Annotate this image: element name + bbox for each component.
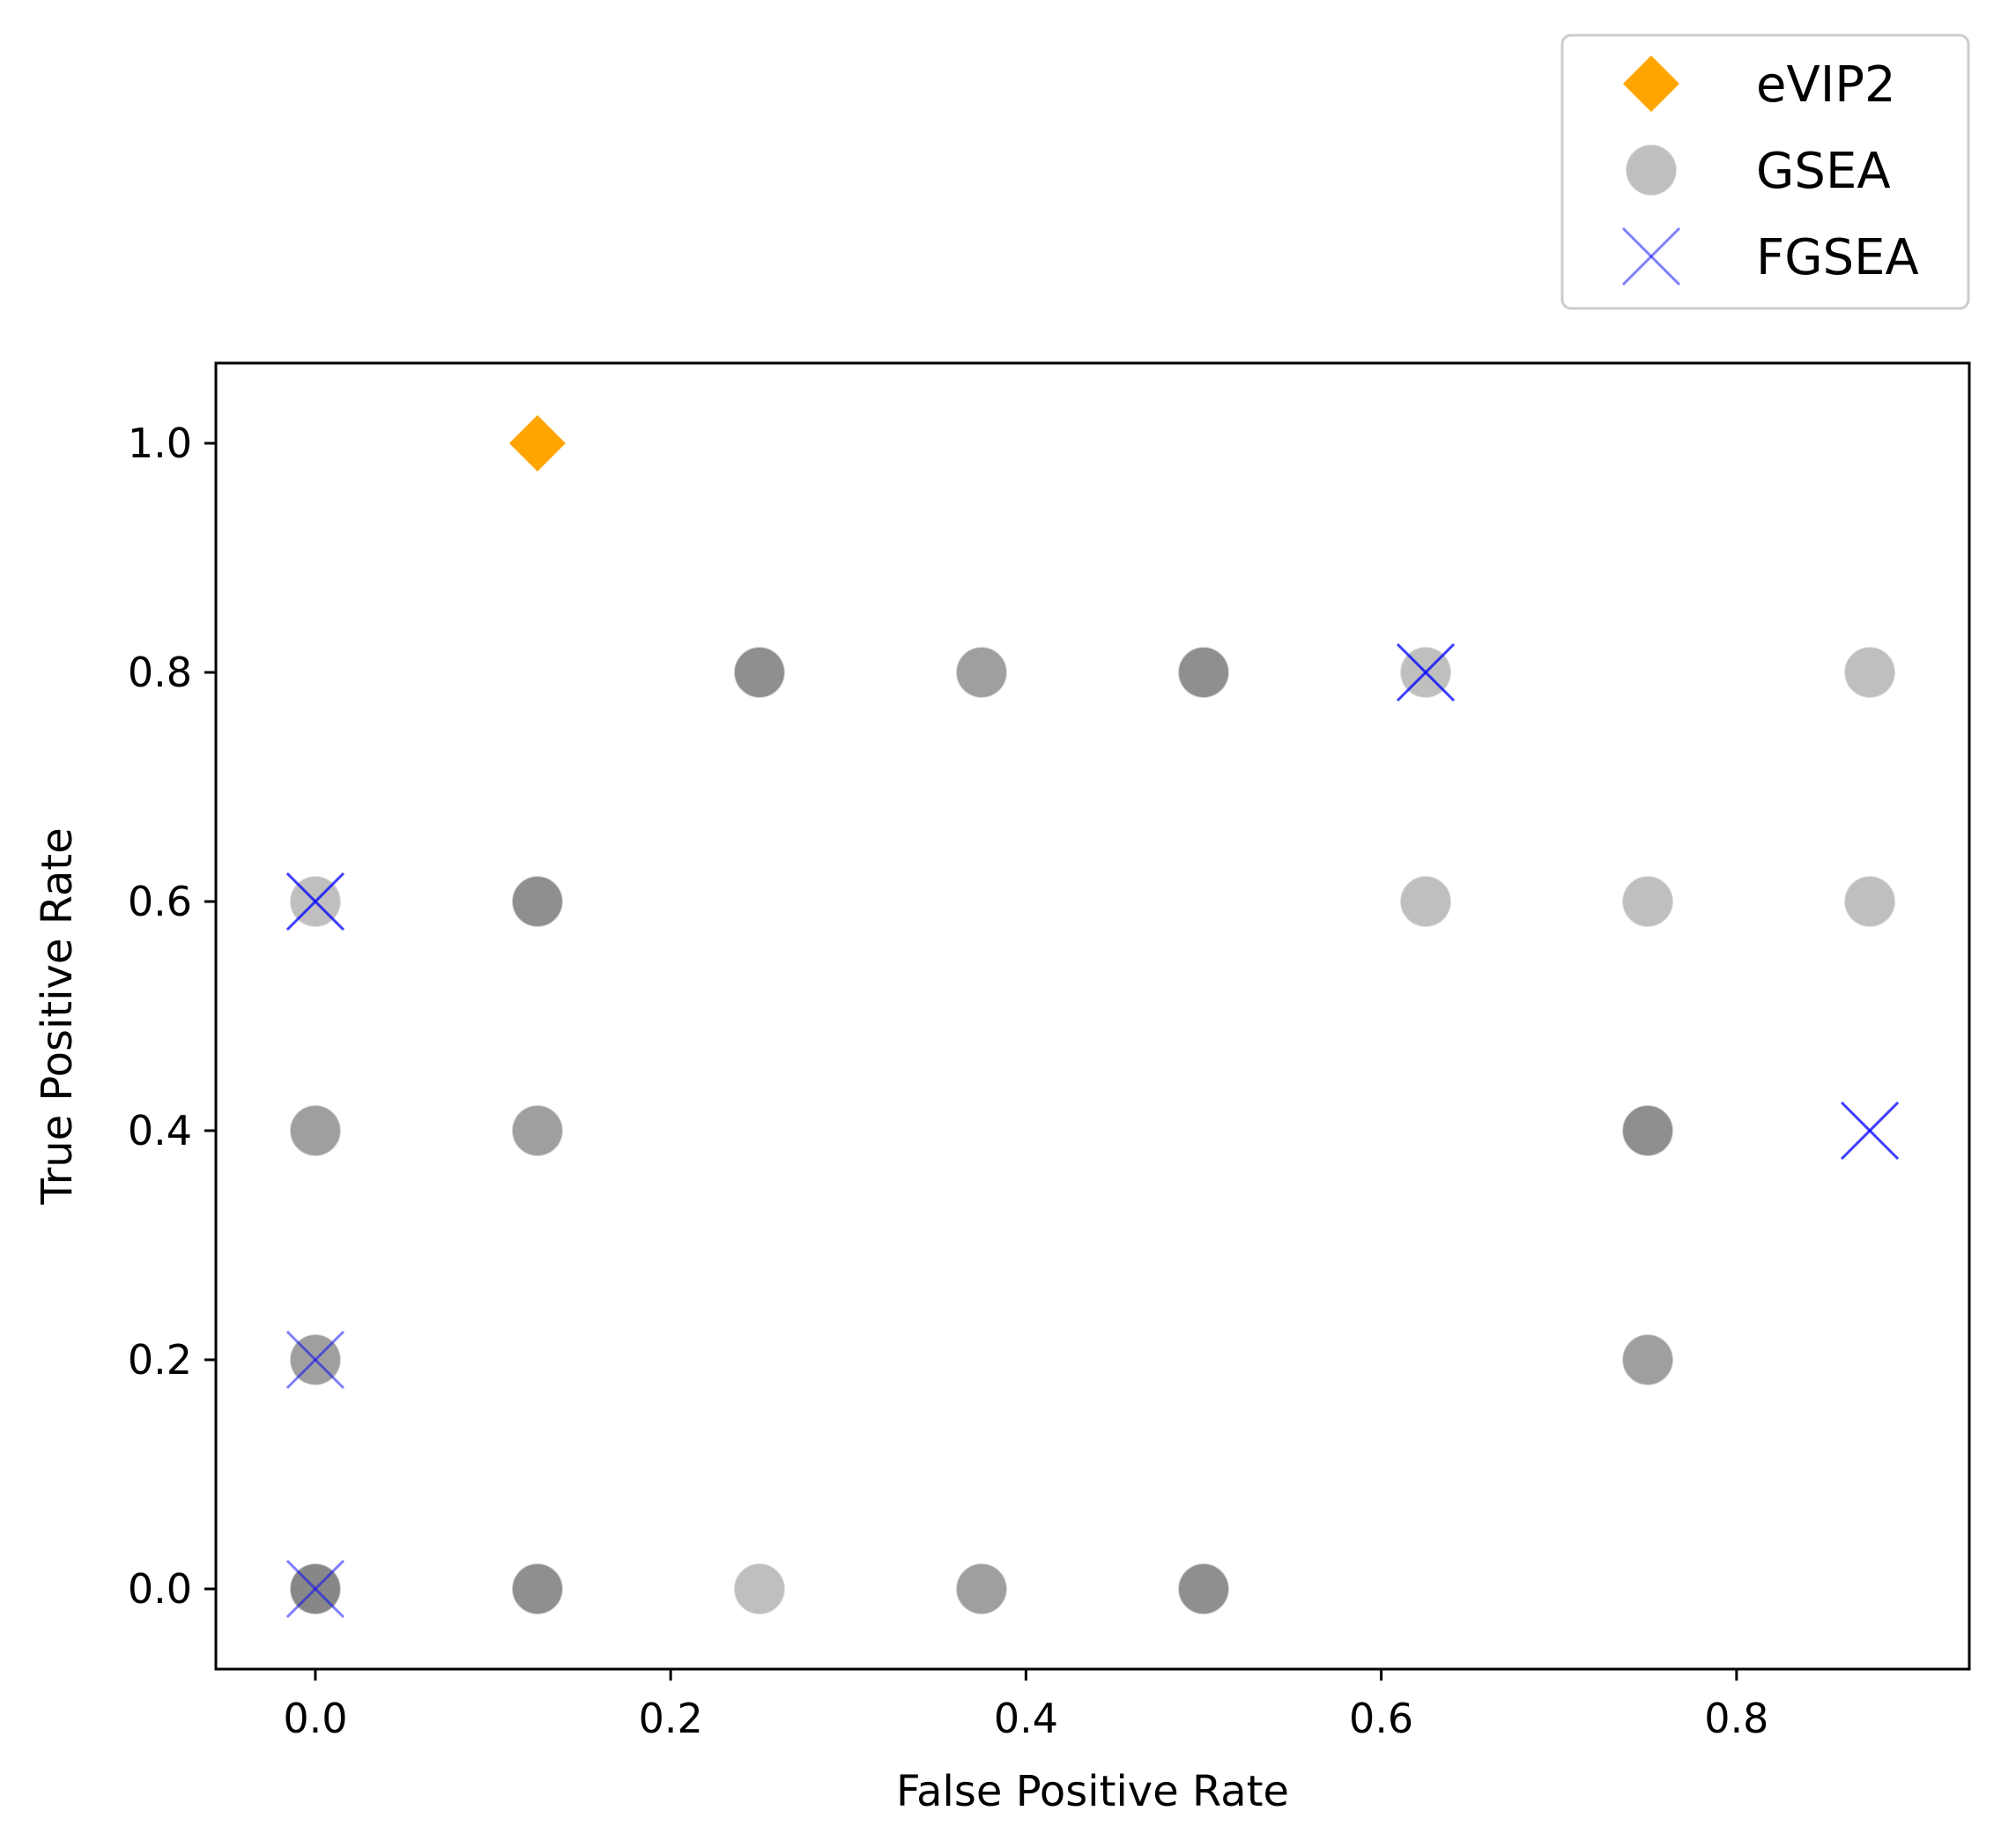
legend: eVIP2 GSEA FGSEA (1560, 33, 1970, 310)
legend-marker-gsea (1625, 144, 1678, 197)
y-tick-label: 0.6 (128, 878, 192, 925)
fgsea-point-stroke (285, 1559, 345, 1619)
fgsea-point-stroke (1841, 1101, 1900, 1161)
gsea-point (1621, 1104, 1675, 1157)
y-tick-label: 0.4 (128, 1107, 192, 1154)
data-marks (285, 415, 1900, 1619)
gsea-point (954, 646, 1008, 699)
y-tick-label: 0.8 (128, 649, 192, 696)
legend-marker-fgsea-stroke (1621, 226, 1681, 286)
legend-label-evip2: eVIP2 (1756, 56, 1896, 114)
gsea-point (1399, 875, 1453, 928)
gsea-point (1621, 875, 1675, 928)
y-axis-label: True Positive Rate (33, 828, 82, 1206)
legend-marker-evip2 (1623, 56, 1679, 112)
y-axis-ticks: 0.0 0.2 0.4 0.6 0.8 1.0 (128, 419, 216, 1613)
gsea-point (1621, 1333, 1675, 1386)
gsea-point (732, 1562, 786, 1615)
x-tick-label: 0.0 (283, 1695, 347, 1742)
gsea-point (954, 1562, 1008, 1615)
legend-box (1560, 33, 1970, 310)
fgsea-point (285, 1330, 345, 1390)
fgsea-point-stroke (285, 1330, 345, 1390)
legend-label-fgsea: FGSEA (1756, 229, 1919, 286)
fgsea-point (285, 1559, 345, 1619)
y-tick-label: 0.2 (128, 1336, 192, 1384)
gsea-point (510, 1562, 564, 1615)
x-axis-label: False Positive Rate (896, 1767, 1289, 1816)
gsea-point (510, 875, 564, 928)
plot-area (214, 361, 1971, 1671)
gsea-point (288, 1104, 342, 1157)
fgsea-point-stroke (285, 872, 345, 931)
gsea-point (732, 646, 786, 699)
gsea-point (510, 1104, 564, 1157)
gsea-point (1177, 646, 1231, 699)
gsea-point (1843, 875, 1897, 928)
legend-label-gsea: GSEA (1756, 143, 1891, 200)
fgsea-point (1841, 1101, 1900, 1161)
fgsea-point (285, 872, 345, 931)
legend-marker-fgsea (1621, 226, 1681, 286)
y-tick-label: 0.0 (128, 1565, 192, 1613)
gsea-point (1843, 646, 1897, 699)
x-tick-label: 0.6 (1349, 1695, 1413, 1742)
y-tick-label: 1.0 (128, 419, 192, 467)
x-tick-label: 0.4 (994, 1695, 1058, 1742)
fgsea-point (1396, 642, 1456, 702)
evip2-point (508, 415, 566, 471)
fgsea-point-stroke (1396, 642, 1456, 702)
x-tick-label: 0.2 (639, 1695, 703, 1742)
x-tick-label: 0.8 (1704, 1695, 1768, 1742)
x-axis-ticks: 0.0 0.2 0.4 0.6 0.8 (283, 1669, 1768, 1742)
gsea-point (1177, 1562, 1231, 1615)
